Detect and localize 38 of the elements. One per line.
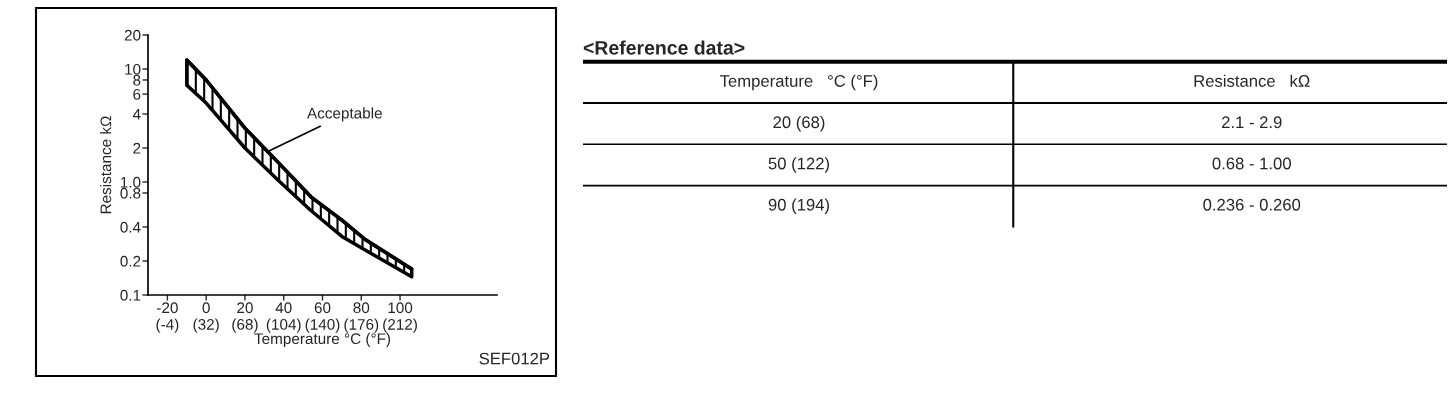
y-tick-label: 0.1 [120, 289, 141, 301]
x-tick-label: 0 [202, 302, 210, 314]
y-tick-label: 20 [124, 29, 141, 41]
text: 0.68 - 1.00 [1212, 157, 1291, 170]
x2-tick-label: (-4) [156, 318, 179, 333]
x2-tick-label: (32) [193, 318, 219, 333]
y-tick-label: 4 [132, 109, 141, 120]
y-tick-label: 0.4 [120, 221, 141, 233]
text: <Reference data> [583, 40, 745, 55]
x2-tick-label: (68) [232, 318, 258, 333]
x-tick-label: 80 [353, 302, 370, 314]
y-tick-label: 6 [133, 88, 141, 100]
y-tick-label: 8 [133, 74, 141, 86]
y-tick-label: 10 [125, 63, 141, 75]
text: 50 (122) [768, 157, 830, 173]
x2-tick-label: (104) [266, 318, 301, 333]
x-tick-label: -20 [157, 302, 178, 314]
y-axis-title: Resistance kΩ [100, 116, 112, 214]
x2-tick-label: (212) [383, 318, 417, 333]
text: 2.1 - 2.9 [1222, 116, 1282, 129]
x-tick-label: 60 [314, 302, 331, 314]
text: 0.236 - 0.260 [1203, 198, 1301, 211]
x-axis-title: Temperature °C (°F) [254, 332, 391, 348]
text: SEF012P [479, 352, 550, 365]
x2-tick-label: (140) [305, 318, 340, 333]
text: 90 (194) [768, 198, 830, 214]
x2-tick-label: (176) [344, 318, 379, 333]
text: 20 (68) [773, 115, 825, 132]
x-tick-label: 20 [237, 302, 253, 314]
y-tick-label: 1.0 [120, 176, 141, 188]
x-tick-label: 40 [275, 302, 292, 314]
x-tick-label: 100 [388, 302, 413, 314]
text: Resistance kΩ [1194, 74, 1310, 87]
y-tick-label: 0.8 [120, 187, 141, 199]
y-tick-label: 0.2 [120, 255, 141, 267]
y-tick-label: 2 [133, 142, 141, 154]
text: Temperature °C (°F) [720, 74, 878, 91]
annotation: Acceptable [307, 107, 382, 122]
